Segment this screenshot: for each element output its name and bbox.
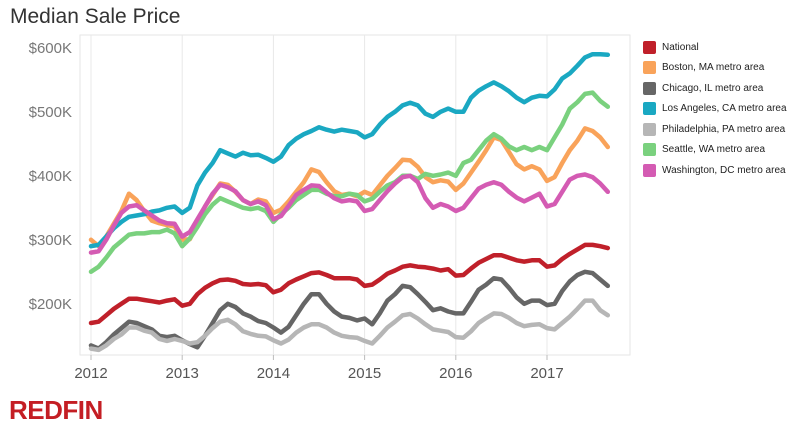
y-tick-label: $600K xyxy=(29,40,72,57)
legend-label: Washington, DC metro area xyxy=(662,164,786,176)
y-tick-label: $200K xyxy=(29,296,72,313)
y-tick-label: $500K xyxy=(29,104,72,121)
legend-swatch xyxy=(643,143,656,157)
series-line[interactable] xyxy=(88,269,611,351)
legend-label: National xyxy=(662,41,699,53)
redfin-logo: REDFIN xyxy=(9,395,103,425)
series-line[interactable] xyxy=(88,172,611,255)
series-line[interactable] xyxy=(88,51,611,249)
legend-item[interactable]: Washington, DC metro area xyxy=(643,160,787,181)
series-line[interactable] xyxy=(88,298,611,353)
legend: National Boston, MA metro area Chicago, IL… xyxy=(643,37,787,181)
x-tick-label: 2017 xyxy=(530,365,563,382)
legend-swatch xyxy=(643,40,656,54)
plot-frame xyxy=(79,34,631,356)
y-tick-label: $400K xyxy=(29,168,72,185)
x-tick-label: 2014 xyxy=(257,365,290,382)
legend-item[interactable]: Philadelphia, PA metro area xyxy=(643,119,787,140)
y-tick-label: $300K xyxy=(29,232,72,249)
series-line[interactable] xyxy=(88,90,611,275)
legend-label: Philadelphia, PA metro area xyxy=(662,123,786,135)
legend-item[interactable]: Los Angeles, CA metro area xyxy=(643,99,787,120)
legend-label: Seattle, WA metro area xyxy=(662,144,766,156)
legend-label: Chicago, IL metro area xyxy=(662,82,764,94)
x-tick-label: 2016 xyxy=(439,365,472,382)
x-tick-label: 2013 xyxy=(166,365,199,382)
x-tick-label: 2012 xyxy=(74,365,107,382)
legend-swatch xyxy=(643,61,656,75)
legend-swatch xyxy=(643,122,656,136)
legend-swatch xyxy=(643,163,656,177)
legend-item[interactable]: National xyxy=(643,37,787,58)
legend-swatch xyxy=(643,102,656,116)
x-tick-label: 2015 xyxy=(348,365,381,382)
series-line[interactable] xyxy=(88,242,611,326)
legend-label: Los Angeles, CA metro area xyxy=(662,103,787,115)
chart-title: Median Sale Price xyxy=(10,5,181,28)
legend-item[interactable]: Seattle, WA metro area xyxy=(643,140,787,161)
grid-lines xyxy=(79,34,631,356)
series-lines xyxy=(88,51,611,353)
axes: 2012 2013 2014 2015 2016 2017 $200K $300K $400K $… xyxy=(29,40,564,382)
legend-item[interactable]: Boston, MA metro area xyxy=(643,58,787,79)
legend-item[interactable]: Chicago, IL metro area xyxy=(643,78,787,99)
legend-swatch xyxy=(643,81,656,95)
legend-label: Boston, MA metro area xyxy=(662,62,765,74)
